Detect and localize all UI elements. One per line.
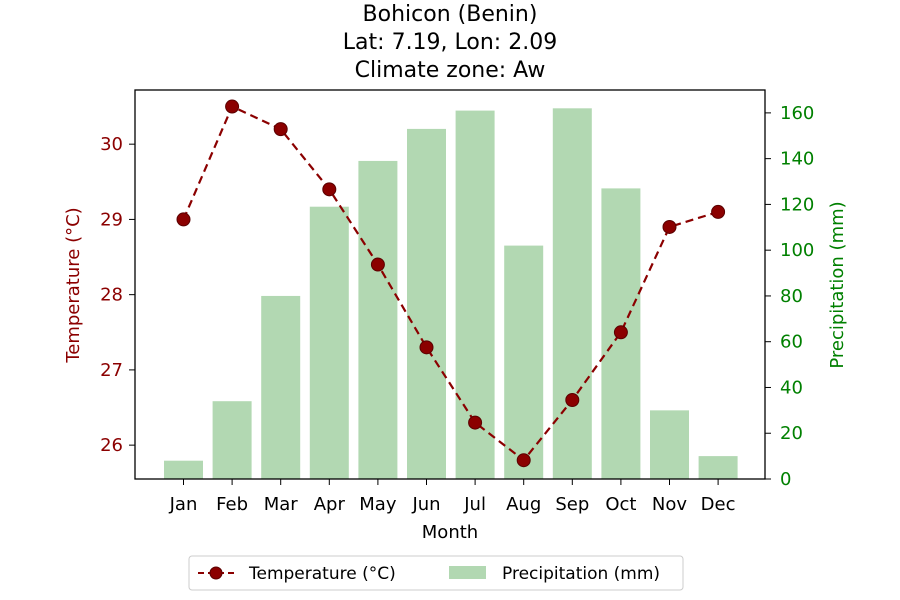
right-tick-label-140: 140 (780, 149, 814, 170)
temperature-point-dec (711, 204, 726, 219)
left-tick-label-29: 29 (100, 209, 123, 230)
x-tick-label-may: May (359, 494, 397, 515)
temperature-point-nov (662, 219, 677, 234)
precipitation-bar-feb (212, 401, 252, 479)
x-tick-label-aug: Aug (506, 494, 541, 515)
x-tick-label-feb: Feb (216, 494, 248, 515)
temperature-point-jul (468, 415, 483, 430)
right-tick-label-60: 60 (780, 332, 803, 353)
right-tick-label-160: 160 (780, 103, 814, 124)
precipitation-bar-jan (164, 460, 203, 479)
x-tick-label-oct: Oct (605, 494, 636, 515)
temperature-line-layer (176, 99, 726, 468)
x-tick-label-mar: Mar (264, 494, 299, 515)
right-tick-label-80: 80 (780, 286, 803, 307)
legend: Temperature (°C) Precipitation (mm) (188, 555, 684, 591)
x-axis-label: Month (422, 522, 478, 543)
chart-title-line-2: Lat: 7.19, Lon: 2.09 (343, 30, 557, 55)
precipitation-bar-may (358, 160, 398, 479)
precipitation-bar-apr (309, 206, 349, 479)
chart-title-line-3: Climate zone: Aw (355, 58, 546, 83)
temperature-point-aug (516, 453, 531, 468)
x-tick-label-sep: Sep (555, 494, 589, 515)
right-tick-label-40: 40 (780, 377, 803, 398)
precipitation-bar-aug (504, 245, 544, 479)
left-tick-label-27: 27 (100, 360, 123, 381)
left-axis-label: Temperature (°C) (63, 207, 84, 363)
chart-title: Bohicon (Benin) Lat: 7.19, Lon: 2.09 Cli… (343, 2, 557, 83)
right-axis-label: Precipitation (mm) (827, 201, 848, 368)
temperature-line (182, 105, 719, 462)
x-tick-label-nov: Nov (652, 494, 687, 515)
x-tick-label-jul: Jul (463, 494, 486, 515)
precipitation-bar-dec (698, 456, 738, 479)
legend-temperature-label: Temperature (°C) (248, 564, 396, 584)
precipitation-bar-mar (261, 295, 301, 479)
legend-precipitation-swatch-icon (449, 566, 486, 579)
temperature-point-mar (273, 122, 288, 137)
left-axis-ticks: 26 27 28 29 30 (100, 134, 135, 456)
x-tick-label-apr: Apr (314, 494, 346, 515)
legend-box (188, 555, 684, 591)
temperature-point-jun (419, 340, 434, 355)
left-tick-label-30: 30 (100, 134, 123, 155)
right-tick-label-120: 120 (780, 194, 814, 215)
temperature-point-oct (613, 325, 628, 340)
precipitation-bar-nov (650, 410, 689, 479)
precipitation-bar-jun (407, 128, 446, 479)
x-tick-label-dec: Dec (701, 494, 736, 515)
chart-title-line-1: Bohicon (Benin) (363, 2, 538, 27)
right-tick-label-20: 20 (780, 423, 803, 444)
temperature-point-may (370, 257, 385, 272)
legend-precipitation-label: Precipitation (mm) (502, 564, 660, 584)
x-tick-label-jan: Jan (169, 494, 198, 515)
temperature-point-apr (322, 182, 337, 197)
left-tick-label-26: 26 (100, 435, 123, 456)
x-axis-ticks: Jan Feb Mar Apr May Jun Jul Aug Sep Oct Nov Dec (169, 479, 736, 515)
temperature-point-jan (176, 212, 191, 227)
precipitation-bar-sep (552, 108, 592, 480)
precipitation-bars (164, 108, 738, 480)
legend-temperature-marker-icon (209, 566, 223, 580)
x-tick-label-jun: Jun (411, 494, 440, 515)
right-tick-label-0: 0 (780, 469, 791, 490)
temperature-point-sep (565, 392, 580, 407)
plot-frame (134, 89, 766, 480)
right-axis-ticks: 0 20 40 60 80 100 120 140 160 (765, 103, 814, 490)
left-tick-label-28: 28 (100, 285, 123, 306)
right-tick-label-100: 100 (780, 240, 814, 261)
temperature-point-feb (225, 99, 240, 114)
